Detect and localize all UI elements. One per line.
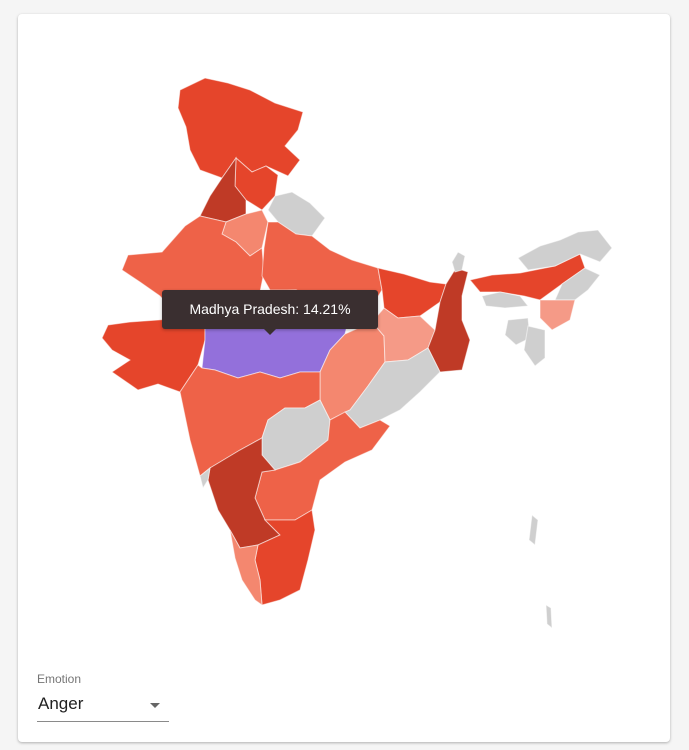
map-tooltip: Madhya Pradesh: 14.21% [162, 290, 378, 335]
emotion-select-label: Emotion [37, 672, 82, 686]
state-odisha[interactable] [344, 347, 441, 429]
state-tripura[interactable] [504, 317, 531, 346]
state-meghalaya[interactable] [481, 291, 529, 309]
state-west-bengal[interactable] [427, 267, 471, 373]
state-manipur[interactable] [539, 299, 576, 331]
emotion-select[interactable]: Emotion Anger [37, 670, 169, 722]
state-jammu-kashmir[interactable] [177, 77, 304, 179]
emotion-select-value[interactable]: Anger [38, 694, 84, 713]
select-underline [37, 721, 169, 722]
state-goa[interactable] [199, 466, 211, 490]
state-bihar[interactable] [377, 267, 447, 319]
state-sikkim[interactable] [451, 251, 466, 273]
chevron-down-icon[interactable] [150, 703, 160, 708]
state-arunachal[interactable] [517, 229, 613, 271]
state-kerala[interactable] [229, 529, 263, 607]
state-mizoram[interactable] [523, 325, 546, 367]
state-nicobar[interactable] [545, 604, 553, 630]
state-andaman[interactable] [528, 514, 539, 546]
